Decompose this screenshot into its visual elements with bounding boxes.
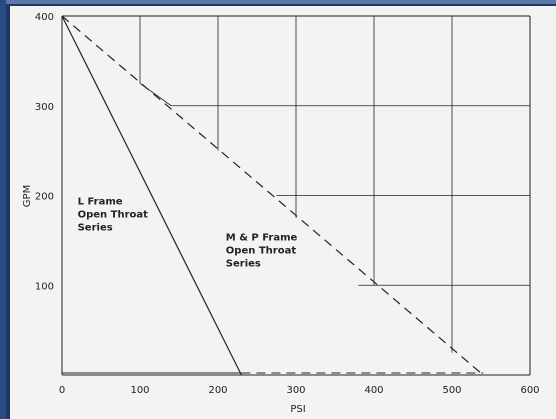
frame-top-stripe [0, 0, 556, 4]
chart-panel [10, 6, 556, 419]
series-lines [61, 15, 484, 376]
region-label-line: Series [226, 258, 261, 269]
x-tick-label: 100 [130, 385, 149, 396]
series-line-m-p-frame [61, 15, 484, 376]
y-tick-label: 200 [35, 192, 54, 203]
series-line-l-frame [61, 15, 242, 376]
x-axis-label: PSI [290, 404, 305, 415]
region-label-l-frame: L Frame Open Throat Series [78, 196, 149, 233]
x-tick-label: 200 [208, 385, 227, 396]
y-axis-label: GPM [22, 185, 33, 207]
region-label-line: L Frame [78, 196, 123, 207]
tick-labels: 0 100 200 300 400 500 600 100 200 300 400 [35, 12, 540, 396]
region-label-line: Open Throat [226, 245, 297, 256]
axes [61, 15, 531, 376]
region-label-line: Open Throat [78, 209, 149, 220]
axis-labels: PSI GPM [22, 185, 306, 415]
x-tick-label: 300 [286, 385, 305, 396]
region-labels: L Frame Open Throat Series M & P Frame Open … [78, 196, 298, 269]
y-tick-label: 100 [35, 281, 54, 292]
region-label-line: Series [78, 222, 113, 233]
y-tick-label: 300 [35, 102, 54, 113]
frame-left-stripe [0, 0, 6, 419]
y-tick-label: 400 [35, 12, 54, 23]
grid-lines [139, 16, 530, 353]
x-tick-label: 0 [59, 385, 65, 396]
x-tick-label: 400 [364, 385, 383, 396]
region-label-m-p-frame: M & P Frame Open Throat Series [226, 232, 298, 269]
x-tick-label: 500 [442, 385, 461, 396]
x-tick-label: 600 [520, 385, 539, 396]
region-label-line: M & P Frame [226, 232, 298, 243]
